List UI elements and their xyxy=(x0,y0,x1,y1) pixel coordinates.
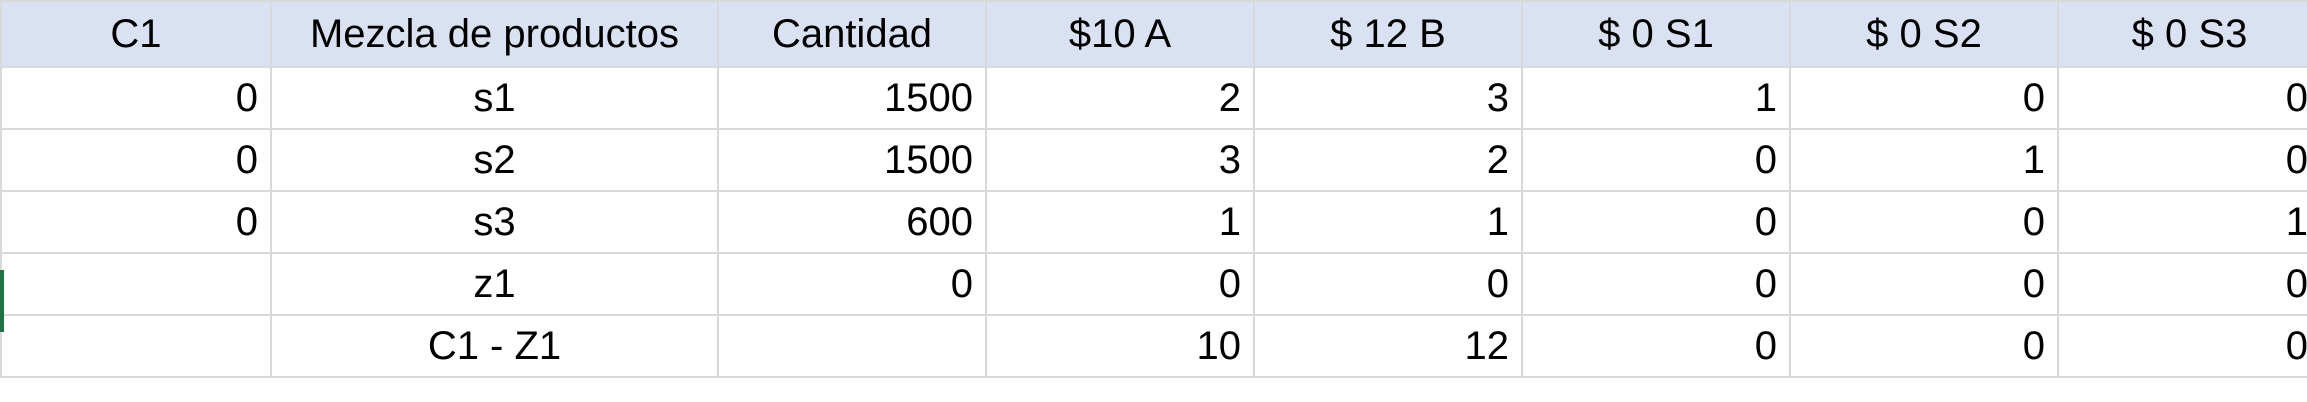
header-row: C1 Mezcla de productos Cantidad $10 A $ … xyxy=(0,0,2307,68)
cell-cantidad[interactable]: 1500 xyxy=(717,128,987,192)
cell-b[interactable]: 0 xyxy=(1253,252,1523,316)
cell-cantidad[interactable] xyxy=(717,314,987,378)
cell-cantidad[interactable]: 0 xyxy=(717,252,987,316)
cell-s2[interactable]: 1 xyxy=(1789,128,2059,192)
cell-cantidad[interactable]: 600 xyxy=(717,190,987,254)
cell-c1[interactable] xyxy=(0,252,272,316)
cell-a[interactable]: 10 xyxy=(985,314,1255,378)
header-cell-mezcla[interactable]: Mezcla de productos xyxy=(270,0,719,68)
cell-c1[interactable]: 0 xyxy=(0,128,272,192)
active-cell-indicator xyxy=(0,270,4,332)
cell-mezcla[interactable]: s3 xyxy=(270,190,719,254)
header-cell-s1[interactable]: $ 0 S1 xyxy=(1521,0,1791,68)
cell-s2[interactable]: 0 xyxy=(1789,190,2059,254)
cell-s3[interactable]: 0 xyxy=(2057,66,2307,130)
header-cell-a[interactable]: $10 A xyxy=(985,0,1255,68)
cell-s2[interactable]: 0 xyxy=(1789,252,2059,316)
cell-s3[interactable]: 0 xyxy=(2057,252,2307,316)
cell-s1[interactable]: 0 xyxy=(1521,128,1791,192)
table-row: z1 0 0 0 0 0 0 xyxy=(0,252,2307,316)
cell-s3[interactable]: 0 xyxy=(2057,314,2307,378)
cell-c1[interactable] xyxy=(0,314,272,378)
header-cell-b[interactable]: $ 12 B xyxy=(1253,0,1523,68)
cell-mezcla[interactable]: C1 - Z1 xyxy=(270,314,719,378)
table-row: 0 s1 1500 2 3 1 0 0 xyxy=(0,66,2307,130)
cell-a[interactable]: 3 xyxy=(985,128,1255,192)
cell-c1[interactable]: 0 xyxy=(0,190,272,254)
header-cell-cantidad[interactable]: Cantidad xyxy=(717,0,987,68)
cell-c1[interactable]: 0 xyxy=(0,66,272,130)
cell-b[interactable]: 1 xyxy=(1253,190,1523,254)
cell-mezcla[interactable]: s1 xyxy=(270,66,719,130)
cell-s1[interactable]: 0 xyxy=(1521,252,1791,316)
table-row: 0 s2 1500 3 2 0 1 0 xyxy=(0,128,2307,192)
cell-mezcla[interactable]: z1 xyxy=(270,252,719,316)
cell-s1[interactable]: 0 xyxy=(1521,190,1791,254)
header-cell-s3[interactable]: $ 0 S3 xyxy=(2057,0,2307,68)
cell-b[interactable]: 2 xyxy=(1253,128,1523,192)
cell-s3[interactable]: 0 xyxy=(2057,128,2307,192)
cell-s2[interactable]: 0 xyxy=(1789,66,2059,130)
table-row: C1 - Z1 10 12 0 0 0 xyxy=(0,314,2307,378)
header-cell-c1[interactable]: C1 xyxy=(0,0,272,68)
cell-a[interactable]: 1 xyxy=(985,190,1255,254)
cell-b[interactable]: 12 xyxy=(1253,314,1523,378)
cell-s1[interactable]: 1 xyxy=(1521,66,1791,130)
cell-cantidad[interactable]: 1500 xyxy=(717,66,987,130)
cell-s1[interactable]: 0 xyxy=(1521,314,1791,378)
cell-mezcla[interactable]: s2 xyxy=(270,128,719,192)
header-cell-s2[interactable]: $ 0 S2 xyxy=(1789,0,2059,68)
cell-b[interactable]: 3 xyxy=(1253,66,1523,130)
cell-s2[interactable]: 0 xyxy=(1789,314,2059,378)
cell-a[interactable]: 0 xyxy=(985,252,1255,316)
table-row: 0 s3 600 1 1 0 0 1 xyxy=(0,190,2307,254)
top-gridline xyxy=(0,0,2307,2)
cell-a[interactable]: 2 xyxy=(985,66,1255,130)
cell-s3[interactable]: 1 xyxy=(2057,190,2307,254)
simplex-table: C1 Mezcla de productos Cantidad $10 A $ … xyxy=(0,0,2307,378)
